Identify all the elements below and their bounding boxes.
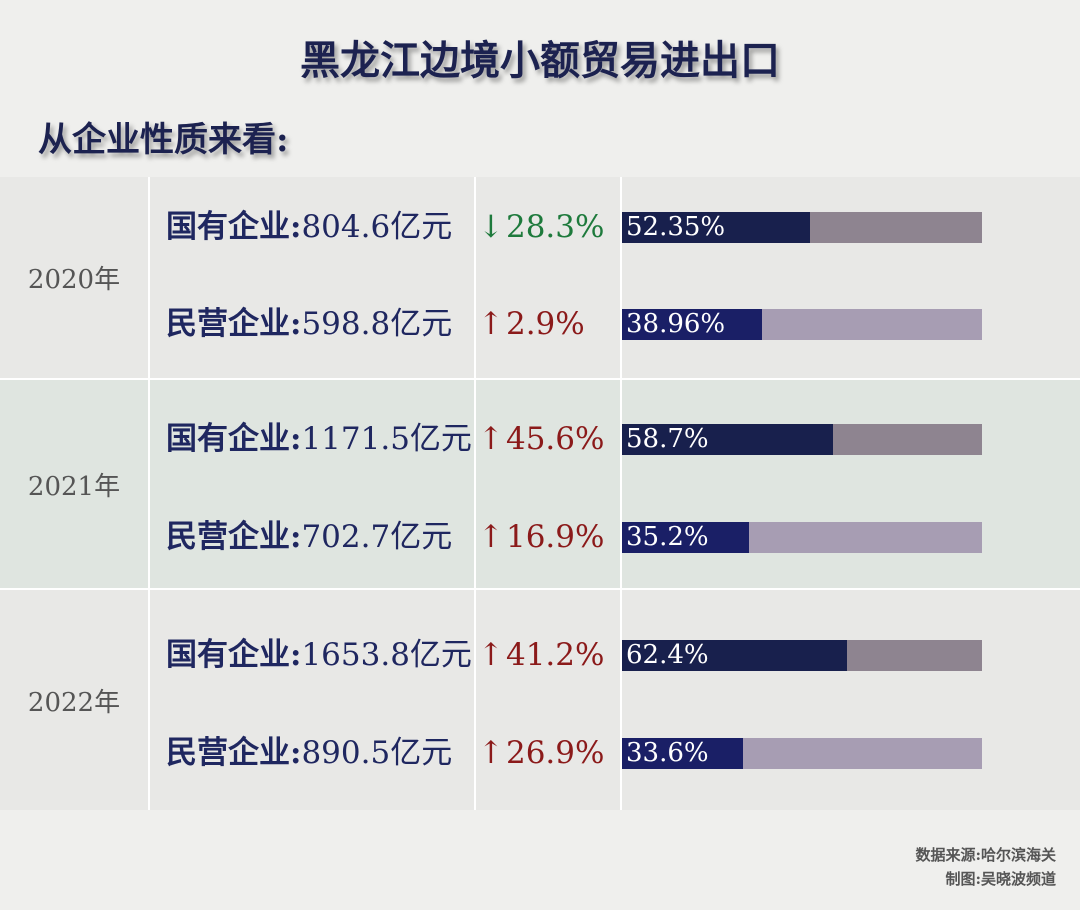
share-bar: 52.35% [622, 212, 982, 243]
share-bar: 58.7% [622, 424, 982, 455]
enterprise-label: 国有企业:1171.5亿元 [166, 419, 472, 459]
share-bar: 33.6% [622, 738, 982, 769]
share-bar-fill [622, 212, 811, 243]
yoy-change: ↓28.3% [478, 207, 604, 247]
column-divider [474, 177, 476, 378]
yoy-change: ↑41.2% [478, 635, 604, 675]
data-table: 2020年 国有企业:804.6亿元 ↓28.3% 52.35% 民营企业:59… [0, 177, 1080, 810]
enterprise-name: 民营企业: [166, 519, 302, 555]
share-bar-fill [622, 522, 749, 553]
enterprise-value: 890.5亿元 [301, 735, 453, 771]
arrow-up-icon: ↑ [478, 421, 504, 457]
column-divider [148, 380, 150, 588]
yoy-change: ↑2.9% [478, 304, 585, 344]
change-value: 2.9% [505, 306, 585, 342]
column-divider [474, 380, 476, 588]
table-row-2020: 2020年 国有企业:804.6亿元 ↓28.3% 52.35% 民营企业:59… [0, 177, 1080, 380]
share-bar-fill [622, 424, 834, 455]
enterprise-value: 702.7亿元 [301, 519, 453, 555]
chart-title: 黑龙江边境小额贸易进出口 [300, 37, 780, 84]
column-divider [148, 590, 150, 810]
enterprise-name: 民营企业: [166, 306, 302, 342]
year-label: 2020年 [27, 265, 121, 295]
enterprise-label: 民营企业:598.8亿元 [166, 304, 452, 344]
share-value: 38.96% [626, 309, 726, 339]
arrow-up-icon: ↑ [478, 519, 504, 555]
change-value: 41.2% [505, 637, 605, 673]
arrow-down-icon: ↓ [478, 209, 504, 245]
enterprise-label: 民营企业:890.5亿元 [166, 733, 452, 773]
table-row-2022: 2022年 国有企业:1653.8亿元 ↑41.2% 62.4% 民营企业:89… [0, 590, 1080, 810]
enterprise-value: 804.6亿元 [301, 209, 453, 245]
column-divider [474, 590, 476, 810]
state-enterprise-line: 国有企业:804.6亿元 ↓28.3% 52.35% [0, 207, 1080, 247]
enterprise-label: 国有企业:804.6亿元 [166, 207, 452, 247]
column-divider [620, 177, 622, 378]
share-value: 33.6% [626, 738, 709, 768]
enterprise-label: 国有企业:1653.8亿元 [166, 635, 472, 675]
private-enterprise-line: 民营企业:598.8亿元 ↑2.9% 38.96% [0, 304, 1080, 344]
change-value: 45.6% [505, 421, 605, 457]
enterprise-value: 1171.5亿元 [301, 421, 472, 457]
change-value: 26.9% [505, 735, 605, 771]
share-value: 62.4% [626, 640, 709, 670]
column-divider [148, 177, 150, 378]
enterprise-value: 598.8亿元 [301, 306, 453, 342]
column-divider [620, 590, 622, 810]
data-source: 数据来源:哈尔滨海关 [915, 846, 1056, 864]
footer-notes: 数据来源:哈尔滨海关 制图:吴晓波频道 [915, 843, 1056, 891]
chart-credit: 制图:吴晓波频道 [945, 870, 1056, 888]
arrow-up-icon: ↑ [478, 306, 504, 342]
enterprise-value: 1653.8亿元 [301, 637, 472, 673]
yoy-change: ↑16.9% [478, 517, 604, 557]
arrow-up-icon: ↑ [478, 637, 504, 673]
share-bar-fill [622, 309, 763, 340]
change-value: 28.3% [505, 209, 605, 245]
enterprise-name: 国有企业: [166, 637, 302, 673]
chart-subtitle: 从企业性质来看: [38, 120, 289, 160]
state-enterprise-line: 国有企业:1171.5亿元 ↑45.6% 58.7% [0, 419, 1080, 459]
yoy-change: ↑45.6% [478, 419, 604, 459]
share-bar-fill [622, 738, 743, 769]
column-divider [620, 380, 622, 588]
state-enterprise-line: 国有企业:1653.8亿元 ↑41.2% 62.4% [0, 635, 1080, 675]
share-bar: 38.96% [622, 309, 982, 340]
private-enterprise-line: 民营企业:702.7亿元 ↑16.9% 35.2% [0, 517, 1080, 557]
year-label: 2022年 [27, 687, 121, 718]
change-value: 16.9% [505, 519, 605, 555]
private-enterprise-line: 民营企业:890.5亿元 ↑26.9% 33.6% [0, 733, 1080, 773]
enterprise-name: 民营企业: [166, 735, 302, 771]
yoy-change: ↑26.9% [478, 733, 604, 773]
share-bar: 35.2% [622, 522, 982, 553]
share-bar: 62.4% [622, 640, 982, 671]
enterprise-name: 国有企业: [166, 209, 302, 245]
share-value: 35.2% [626, 522, 709, 552]
arrow-up-icon: ↑ [478, 735, 504, 771]
share-value: 58.7% [626, 424, 709, 454]
share-value: 52.35% [626, 212, 726, 242]
year-label: 2021年 [27, 471, 121, 502]
enterprise-label: 民营企业:702.7亿元 [166, 517, 452, 557]
enterprise-name: 国有企业: [166, 421, 302, 457]
table-row-2021: 2021年 国有企业:1171.5亿元 ↑45.6% 58.7% 民营企业:70… [0, 380, 1080, 590]
share-bar-fill [622, 640, 847, 671]
